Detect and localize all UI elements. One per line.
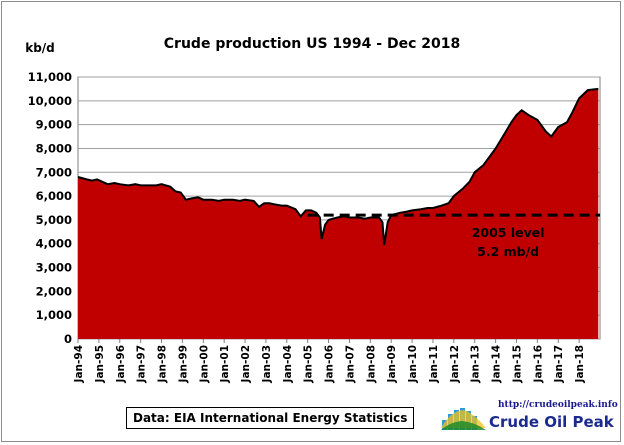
series-area [78,88,599,340]
x-tick-label: Jan-15 [511,345,523,383]
x-tick-label: Jan-98 [157,345,169,383]
x-tick-label: Jan-11 [428,345,440,383]
x-tick-label: Jan-03 [261,345,273,383]
x-tick-label: Jan-97 [136,345,148,383]
x-tick-label: Jan-16 [532,345,544,383]
x-tick-label: Jan-10 [407,345,419,383]
y-tick-label: 5,000 [36,213,72,227]
x-tick-label: Jan-17 [553,345,565,383]
x-tick-label: Jan-02 [240,345,252,383]
y-tick-label: 4,000 [36,237,72,251]
x-tick-label: Jan-18 [574,345,586,383]
x-tick-label: Jan-09 [386,345,398,383]
logo-url[interactable]: http://crudeoilpeak.info [498,400,618,410]
chart-title: Crude production US 1994 - Dec 2018 [164,36,460,52]
y-tick-label: 7,000 [36,165,72,179]
reference-label-line1: 2005 level [472,225,545,240]
y-tick-label: 8,000 [36,141,72,155]
x-tick-label: Jan-06 [324,345,336,383]
y-tick-label: 0 [64,332,72,346]
logo-name: Crude Oil Peak [489,413,614,431]
y-axis-unit: kb/d [25,41,55,55]
series-line [77,87,599,246]
x-tick-label: Jan-00 [198,345,210,383]
x-tick-label: Jan-01 [219,345,231,383]
x-tick-label: Jan-05 [303,345,315,383]
x-tick-label: Jan-12 [449,345,461,383]
y-tick-label: 11,000 [28,70,72,84]
y-tick-label: 6,000 [36,189,72,203]
x-axis-ticks: Jan-94 Jan-95 Jan-96 Jan-97 Jan-98 Jan-99 Jan-… [73,339,586,383]
x-tick-label: Jan-14 [491,345,503,383]
y-tick-label: 9,000 [36,118,72,132]
x-tick-label: Jan-95 [94,345,106,383]
x-tick-label: Jan-13 [470,345,482,383]
y-tick-label: 2,000 [36,284,72,298]
reference-label-line2: 5.2 mb/d [477,244,539,259]
x-tick-label: Jan-07 [344,345,356,383]
y-tick-label: 3,000 [36,261,72,275]
x-tick-label: Jan-96 [115,345,127,383]
x-tick-label: Jan-94 [73,345,85,383]
y-axis-ticks: 0 1,000 2,000 3,000 4,000 5,000 6,000 7,000 8,00… [28,70,72,346]
x-tick-label: Jan-99 [177,345,189,383]
oil-peak-logo-icon [441,408,486,430]
y-tick-label: 1,000 [36,308,72,322]
source-label: Data: EIA International Energy Statistic… [126,407,415,429]
x-tick-label: Jan-08 [365,345,377,383]
crude-oil-peak-logo[interactable]: http://crudeoilpeak.info Crude Oil Peak [440,400,618,434]
x-tick-label: Jan-04 [282,345,294,383]
y-tick-label: 10,000 [28,94,72,108]
